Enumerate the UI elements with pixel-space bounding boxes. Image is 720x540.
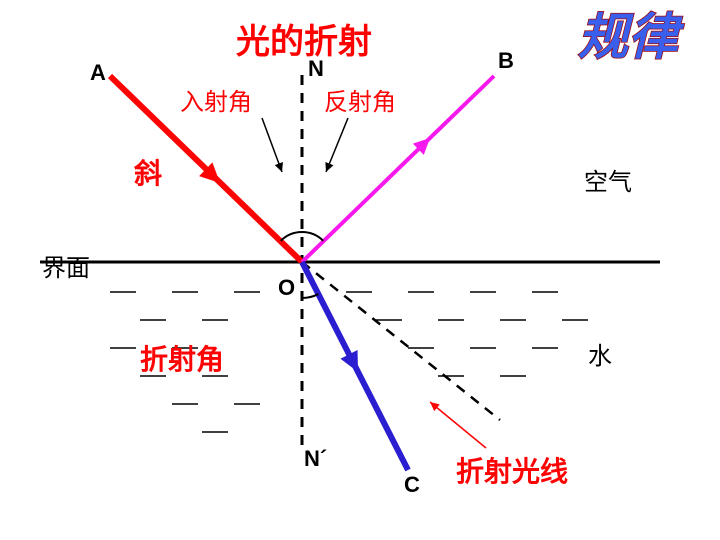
refraction-diagram: 规律 <box>0 0 720 540</box>
svg-text:规律: 规律 <box>578 9 685 65</box>
